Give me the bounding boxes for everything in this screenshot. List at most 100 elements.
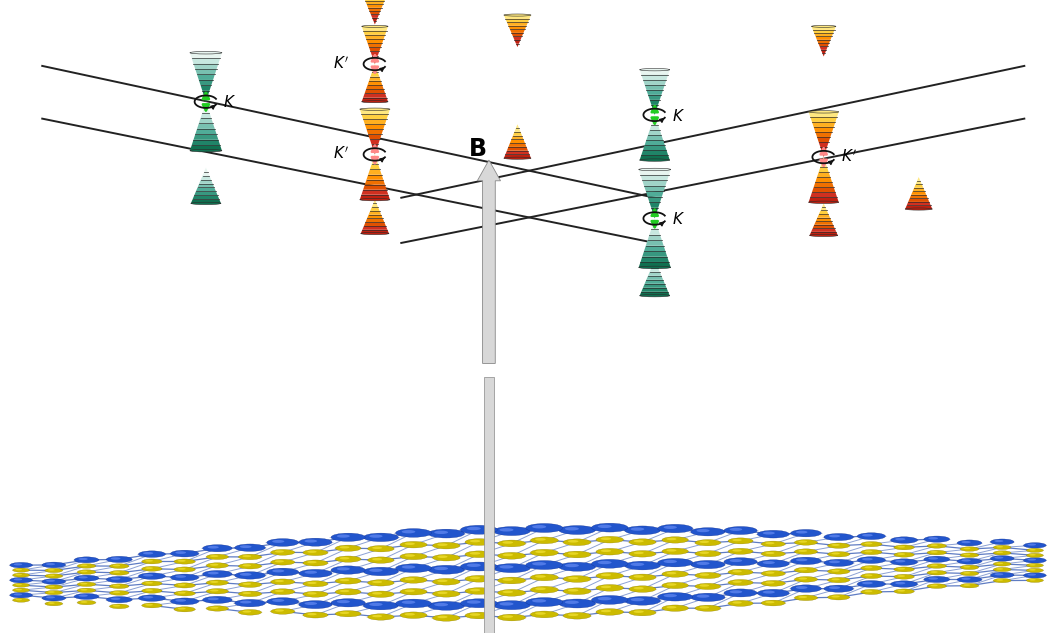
Circle shape	[48, 591, 55, 593]
Circle shape	[663, 594, 677, 597]
Ellipse shape	[926, 552, 947, 553]
Circle shape	[930, 571, 938, 573]
Ellipse shape	[140, 583, 163, 584]
Circle shape	[78, 558, 88, 560]
Ellipse shape	[491, 530, 532, 533]
Circle shape	[596, 536, 623, 543]
Circle shape	[363, 567, 398, 576]
Ellipse shape	[190, 51, 222, 54]
Ellipse shape	[8, 565, 34, 566]
Polygon shape	[371, 72, 379, 77]
Circle shape	[332, 566, 365, 574]
Ellipse shape	[399, 544, 429, 546]
Circle shape	[530, 574, 559, 580]
Circle shape	[45, 601, 62, 606]
Ellipse shape	[233, 575, 267, 577]
Circle shape	[146, 604, 153, 606]
Circle shape	[697, 529, 710, 532]
Circle shape	[138, 551, 166, 558]
Circle shape	[497, 614, 526, 621]
Circle shape	[503, 615, 513, 618]
Circle shape	[1030, 554, 1036, 556]
Ellipse shape	[690, 531, 727, 534]
Circle shape	[1027, 544, 1036, 546]
Polygon shape	[516, 44, 518, 47]
Circle shape	[865, 567, 872, 568]
Circle shape	[630, 598, 644, 601]
Polygon shape	[369, 134, 381, 139]
Polygon shape	[814, 221, 833, 225]
Circle shape	[828, 543, 850, 548]
Ellipse shape	[661, 551, 690, 553]
Circle shape	[994, 567, 1011, 572]
Circle shape	[729, 548, 753, 555]
Circle shape	[307, 551, 317, 553]
Ellipse shape	[893, 555, 916, 556]
Circle shape	[733, 580, 741, 583]
Circle shape	[928, 577, 938, 580]
Polygon shape	[644, 140, 665, 145]
Ellipse shape	[76, 584, 97, 585]
Ellipse shape	[12, 575, 31, 576]
Polygon shape	[511, 33, 524, 37]
Ellipse shape	[205, 565, 229, 567]
Circle shape	[142, 559, 162, 564]
Polygon shape	[361, 114, 389, 119]
Circle shape	[175, 551, 186, 554]
Polygon shape	[641, 288, 668, 292]
Ellipse shape	[201, 573, 233, 575]
Ellipse shape	[789, 532, 823, 535]
Polygon shape	[647, 235, 662, 240]
Ellipse shape	[827, 579, 851, 581]
Circle shape	[757, 530, 789, 538]
Circle shape	[303, 591, 327, 597]
Ellipse shape	[639, 266, 671, 268]
Circle shape	[497, 589, 526, 596]
Ellipse shape	[793, 570, 818, 571]
Circle shape	[766, 572, 774, 573]
Polygon shape	[369, 77, 381, 81]
Polygon shape	[647, 197, 662, 202]
Circle shape	[666, 606, 677, 608]
Circle shape	[267, 568, 299, 576]
Circle shape	[146, 567, 153, 569]
Ellipse shape	[993, 569, 1012, 570]
Circle shape	[401, 601, 415, 604]
Circle shape	[434, 567, 448, 570]
Polygon shape	[514, 40, 521, 44]
Ellipse shape	[627, 588, 657, 591]
Ellipse shape	[557, 566, 598, 568]
Circle shape	[77, 600, 96, 605]
Polygon shape	[646, 191, 663, 197]
Polygon shape	[813, 30, 834, 33]
Ellipse shape	[893, 569, 916, 570]
Circle shape	[497, 540, 526, 547]
Circle shape	[16, 599, 22, 600]
Ellipse shape	[524, 527, 565, 530]
Ellipse shape	[661, 585, 690, 587]
Circle shape	[1026, 553, 1043, 558]
Circle shape	[401, 530, 415, 534]
Ellipse shape	[1025, 570, 1044, 571]
Ellipse shape	[190, 149, 222, 152]
Ellipse shape	[366, 560, 395, 561]
Circle shape	[110, 604, 129, 609]
Polygon shape	[514, 128, 521, 132]
Circle shape	[143, 552, 153, 555]
Circle shape	[400, 553, 427, 560]
Circle shape	[894, 574, 914, 579]
Circle shape	[74, 557, 99, 563]
Polygon shape	[812, 122, 835, 127]
Circle shape	[370, 568, 382, 572]
Ellipse shape	[694, 586, 722, 587]
Polygon shape	[918, 177, 920, 180]
Ellipse shape	[140, 605, 163, 606]
Ellipse shape	[169, 601, 201, 603]
Ellipse shape	[427, 605, 467, 608]
Circle shape	[499, 565, 513, 568]
Circle shape	[307, 582, 317, 584]
Ellipse shape	[464, 615, 494, 617]
Circle shape	[761, 600, 786, 606]
Circle shape	[372, 547, 382, 549]
Ellipse shape	[562, 591, 592, 592]
